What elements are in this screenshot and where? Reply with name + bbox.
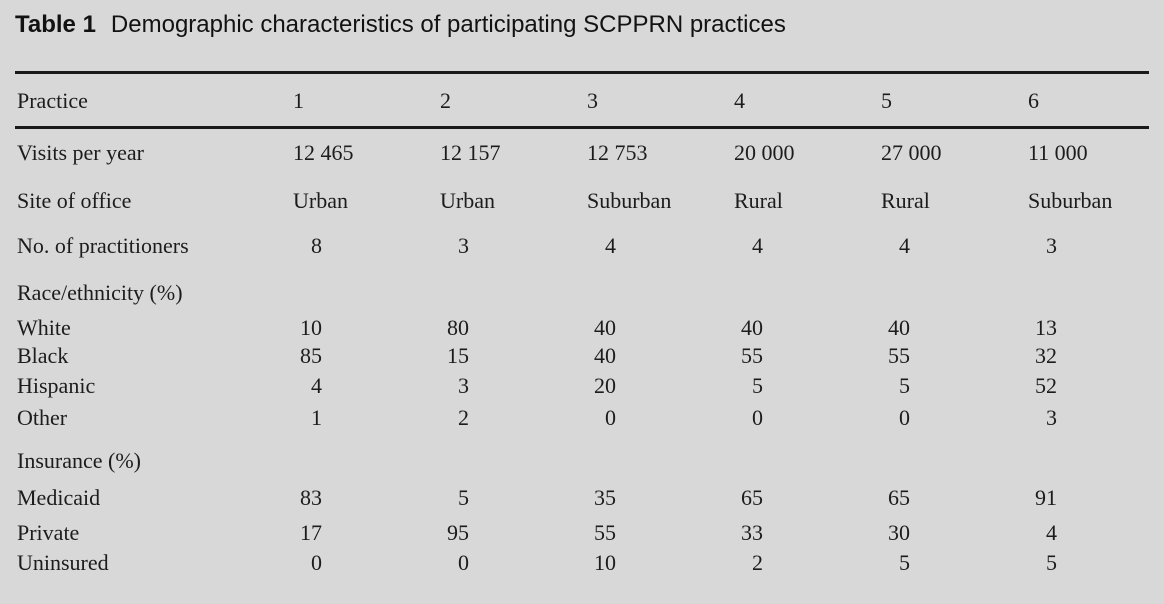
cell-value: 33 (741, 520, 763, 545)
row-label: Uninsured (17, 550, 109, 575)
cell-value: 40 (741, 315, 763, 340)
cell-value: 2 (458, 405, 469, 430)
table-row-visits-per-year: Visits per year 12 465 12 157 12 753 20 … (17, 142, 1157, 164)
row-label: Private (17, 520, 80, 545)
cell-value: 91 (1035, 485, 1057, 510)
cell-value: Rural (881, 188, 930, 213)
header-col-4: 4 (734, 88, 745, 113)
cell-value: 0 (899, 405, 910, 430)
cell-value: 4 (311, 373, 322, 398)
cell-value: 3 (458, 373, 469, 398)
row-label: Site of office (17, 188, 132, 213)
cell-value: 30 (888, 520, 910, 545)
cell-value: 12 157 (440, 140, 501, 165)
section-label: Race/ethnicity (%) (17, 280, 183, 305)
cell-value: 55 (741, 343, 763, 368)
cell-value: 65 (741, 485, 763, 510)
cell-value: 32 (1035, 343, 1057, 368)
cell-value: 4 (605, 233, 616, 258)
cell-value: 15 (447, 343, 469, 368)
cell-value: 85 (300, 343, 322, 368)
header-label-practice: Practice (17, 88, 88, 113)
table-title: Table 1 Demographic characteristics of pa… (15, 11, 786, 40)
row-label: Other (17, 405, 68, 430)
cell-value: 95 (447, 520, 469, 545)
cell-value: 8 (311, 233, 322, 258)
cell-value: 27 000 (881, 140, 942, 165)
cell-value: 65 (888, 485, 910, 510)
cell-value: 0 (311, 550, 322, 575)
table-row-site-of-office: Site of office Urban Urban Suburban Rura… (17, 190, 1157, 212)
cell-value: 83 (300, 485, 322, 510)
table-section-race-ethnicity: Race/ethnicity (%) (17, 282, 1157, 304)
cell-value: 20 000 (734, 140, 795, 165)
cell-value: 0 (752, 405, 763, 430)
header-rule (15, 126, 1149, 129)
cell-value: Urban (440, 188, 495, 213)
header-col-2: 2 (440, 88, 451, 113)
cell-value: 2 (752, 550, 763, 575)
row-label: Medicaid (17, 485, 101, 510)
cell-value: 40 (594, 315, 616, 340)
cell-value: 40 (888, 315, 910, 340)
table-number-label: Table 1 (15, 11, 96, 38)
cell-value: Rural (734, 188, 783, 213)
cell-value: Suburban (587, 188, 672, 213)
row-label: No. of practitioners (17, 233, 189, 258)
cell-value: 5 (899, 550, 910, 575)
header-col-5: 5 (881, 88, 892, 113)
cell-value: 12 753 (587, 140, 648, 165)
cell-value: 52 (1035, 373, 1057, 398)
table-row-white: White 10 80 40 40 40 13 (17, 317, 1157, 339)
cell-value: 10 (594, 550, 616, 575)
cell-value: 0 (458, 550, 469, 575)
row-label: Visits per year (17, 140, 144, 165)
cell-value: 40 (594, 343, 616, 368)
table-section-insurance: Insurance (%) (17, 450, 1157, 472)
cell-value: 5 (1046, 550, 1057, 575)
cell-value: 10 (300, 315, 322, 340)
cell-value: 3 (458, 233, 469, 258)
header-col-1: 1 (293, 88, 304, 113)
table-row-hispanic: Hispanic 4 3 20 5 5 52 (17, 375, 1157, 397)
cell-value: 5 (899, 373, 910, 398)
table-row-uninsured: Uninsured 0 0 10 2 5 5 (17, 552, 1157, 574)
cell-value: 3 (1046, 405, 1057, 430)
table-header-row: Practice 1 2 3 4 5 6 (17, 90, 1157, 112)
cell-value: 4 (899, 233, 910, 258)
header-col-6: 6 (1028, 88, 1039, 113)
cell-value: Urban (293, 188, 348, 213)
cell-value: 80 (447, 315, 469, 340)
table-row-medicaid: Medicaid 83 5 35 65 65 91 (17, 487, 1157, 509)
cell-value: 0 (605, 405, 616, 430)
cell-value: 55 (888, 343, 910, 368)
cell-value: 35 (594, 485, 616, 510)
cell-value: 1 (311, 405, 322, 430)
cell-value: 13 (1035, 315, 1057, 340)
table-row-other: Other 1 2 0 0 0 3 (17, 407, 1157, 429)
table-row-no-of-practitioners: No. of practitioners 8 3 4 4 4 3 (17, 235, 1157, 257)
cell-value: 20 (594, 373, 616, 398)
row-label: White (17, 315, 71, 340)
cell-value: 12 465 (293, 140, 354, 165)
table-row-black: Black 85 15 40 55 55 32 (17, 345, 1157, 367)
cell-value: 55 (594, 520, 616, 545)
cell-value: 11 000 (1028, 140, 1088, 165)
cell-value: 5 (752, 373, 763, 398)
cell-value: 4 (1046, 520, 1057, 545)
row-label: Black (17, 343, 69, 368)
table-title-text: Demographic characteristics of participa… (110, 11, 786, 38)
cell-value: 17 (300, 520, 322, 545)
header-col-3: 3 (587, 88, 598, 113)
row-label: Hispanic (17, 373, 96, 398)
cell-value: Suburban (1028, 188, 1113, 213)
cell-value: 5 (458, 485, 469, 510)
section-label: Insurance (%) (17, 448, 141, 473)
table-row-private: Private 17 95 55 33 30 4 (17, 522, 1157, 544)
cell-value: 3 (1046, 233, 1057, 258)
top-rule (15, 71, 1149, 74)
cell-value: 4 (752, 233, 763, 258)
